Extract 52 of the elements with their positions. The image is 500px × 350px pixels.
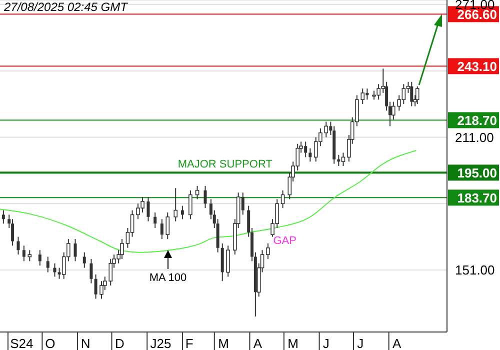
series-label: MA 100 — [149, 272, 187, 284]
annotation: MAJOR SUPPORT — [178, 158, 273, 171]
candlestick — [82, 252, 86, 268]
x-tick-label: A — [253, 336, 262, 350]
candlestick — [308, 148, 312, 162]
candlestick — [266, 242, 270, 260]
x-tick-label: M — [218, 336, 229, 350]
annotation: 27/08/2025 02:45 GMT — [4, 0, 128, 14]
candlestick — [22, 245, 26, 262]
candlestick — [16, 236, 20, 256]
x-tick-label: J — [357, 336, 364, 350]
candlestick — [46, 256, 50, 273]
candlestick — [154, 212, 157, 228]
x-tick-label: J25 — [150, 336, 172, 350]
candlestick — [410, 81, 414, 107]
candlestick — [146, 196, 150, 222]
candlestick — [341, 152, 346, 166]
x-tick-label: S24 — [10, 336, 34, 350]
candlestick — [100, 280, 104, 300]
x-tick-label: J — [322, 336, 330, 350]
candlestick — [74, 238, 77, 262]
ref-line-label: 195.00 — [457, 166, 497, 181]
candlestick — [2, 210, 5, 224]
candlestick — [415, 86, 420, 105]
candlestick — [204, 185, 207, 209]
x-tick-label: N — [80, 336, 90, 350]
y-tick-label: 211.00 — [455, 130, 494, 145]
x-tick-label: O — [45, 336, 56, 350]
ref-line-label: 183.70 — [457, 190, 497, 206]
x-tick-label: F — [185, 336, 194, 350]
candlestick — [180, 205, 184, 220]
candlestick — [90, 258, 93, 284]
candlestick — [53, 262, 56, 278]
ref-line-label: 243.10 — [457, 59, 497, 74]
candlestick — [94, 274, 98, 300]
candlestick — [226, 245, 230, 278]
annotation: GAP — [273, 235, 296, 248]
x-tick-label: M — [288, 336, 298, 350]
candlestick — [38, 250, 42, 266]
candlestick — [120, 238, 124, 260]
candlestick — [195, 185, 200, 200]
candlestick — [160, 218, 164, 240]
ref-line-label: 218.70 — [457, 113, 497, 128]
candlestick — [188, 190, 192, 220]
candlestick — [166, 212, 170, 240]
y-tick-label: 151.00 — [455, 262, 495, 278]
candlestick — [28, 250, 32, 262]
candlestick — [11, 218, 14, 246]
candlestick — [174, 188, 178, 222]
x-tick-label: A — [392, 336, 402, 350]
x-tick-label: D — [115, 336, 124, 350]
candlestick — [280, 190, 285, 209]
